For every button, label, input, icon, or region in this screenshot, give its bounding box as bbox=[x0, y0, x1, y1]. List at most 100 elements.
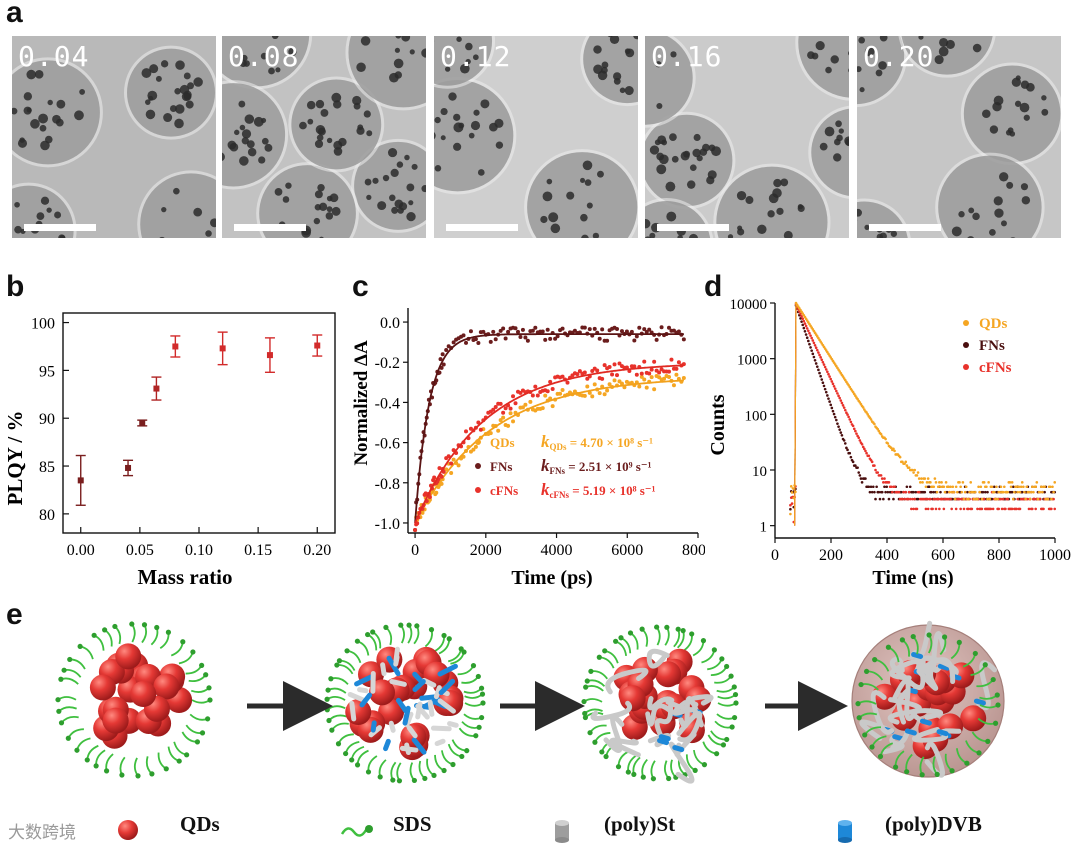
tem-label-3: 0.12 bbox=[440, 40, 512, 73]
svg-text:cFNs: cFNs bbox=[979, 360, 1012, 376]
scale-bar bbox=[869, 224, 941, 231]
svg-text:QDs: QDs bbox=[490, 435, 515, 450]
chart-b-ytick: 85 bbox=[39, 459, 55, 476]
legend-sds-label: SDS bbox=[393, 812, 432, 836]
ta-series-FNs bbox=[413, 325, 686, 532]
chart-c-ylabel: Normalized ΔA bbox=[351, 340, 372, 466]
chart-c-xtick: 6000 bbox=[611, 542, 643, 559]
chart-c-ytick: 0.0 bbox=[380, 315, 400, 332]
plqy-point bbox=[151, 376, 162, 401]
chart-c-xtick: 2000 bbox=[470, 542, 502, 559]
panel-e-letter: e bbox=[6, 598, 23, 631]
chart-d-ytick: 100 bbox=[745, 408, 768, 424]
sds-chain-icon bbox=[340, 825, 373, 837]
scale-bar bbox=[234, 224, 306, 231]
chart-d-ytick: 10 bbox=[752, 464, 767, 480]
chart-d-xtick: 800 bbox=[987, 547, 1011, 564]
chart-c-xtick: 4000 bbox=[541, 542, 573, 559]
scheme-stage-polymerization bbox=[581, 624, 739, 784]
tem-label-5: 0.20 bbox=[863, 40, 935, 73]
trpl-series-QDs bbox=[789, 301, 1057, 526]
chart-d-xtick: 0 bbox=[771, 547, 779, 564]
chart-d-ylabel: Counts bbox=[707, 394, 729, 455]
chart-c-ytick: -1.0 bbox=[375, 516, 400, 533]
ta-legend-cFNs: cFNs kcFNs = 5.19 × 10⁸ s⁻¹ bbox=[475, 480, 656, 500]
tem-image-2: 0.08 bbox=[222, 36, 426, 238]
plqy-point bbox=[137, 419, 148, 427]
chart-b-xtick: 0.00 bbox=[67, 542, 95, 559]
scale-bar bbox=[24, 224, 96, 231]
svg-text:cFNs: cFNs bbox=[490, 483, 518, 498]
plqy-point bbox=[264, 337, 275, 374]
svg-text:QDs: QDs bbox=[979, 316, 1008, 332]
ta-series-cFNs bbox=[413, 357, 686, 532]
svg-text:kcFNs = 5.19 × 10⁸ s⁻¹: kcFNs = 5.19 × 10⁸ s⁻¹ bbox=[541, 480, 656, 500]
scheme-stage-fluorescent-nanosphere bbox=[851, 620, 1005, 778]
scheme-stage-qd-cluster bbox=[55, 621, 213, 779]
synthesis-scheme bbox=[55, 620, 1005, 784]
chart-d-xtick: 400 bbox=[875, 547, 899, 564]
poly-st-cylinder-icon bbox=[555, 820, 569, 843]
chart-c-ytick: -0.2 bbox=[375, 355, 400, 372]
plqy-point bbox=[170, 335, 181, 358]
plqy-point bbox=[75, 454, 86, 506]
panel-b-letter: b bbox=[6, 270, 25, 303]
tem-image-1: 0.04 bbox=[12, 36, 216, 238]
tem-image-4: 0.16 bbox=[645, 36, 849, 238]
plqy-point bbox=[123, 459, 134, 477]
scale-bar bbox=[446, 224, 518, 231]
legend-poly-dvb-label: (poly)DVB bbox=[885, 812, 982, 836]
scheme-stage-monomer-swelling bbox=[324, 622, 486, 784]
plqy-point bbox=[312, 334, 323, 357]
chart-c-xlabel: Time (ps) bbox=[511, 567, 592, 589]
trpl-series-FNs bbox=[789, 304, 1057, 526]
chart-d-xtick: 1000 bbox=[1039, 547, 1071, 564]
qd-sphere-icon bbox=[118, 820, 138, 840]
chart-c-ytick: -0.6 bbox=[375, 436, 400, 453]
poly-dvb-cylinder-icon bbox=[838, 820, 852, 843]
chart-b-ytick: 80 bbox=[39, 507, 55, 524]
chart-b-ytick: 100 bbox=[31, 316, 55, 333]
tem-label-2: 0.08 bbox=[228, 40, 300, 73]
chart-b-xtick: 0.05 bbox=[126, 542, 154, 559]
tem-label-1: 0.04 bbox=[18, 40, 90, 73]
plqy-point bbox=[217, 331, 228, 366]
scale-bar bbox=[657, 224, 729, 231]
svg-text:kFNs = 2.51 × 10⁹ s⁻¹: kFNs = 2.51 × 10⁹ s⁻¹ bbox=[541, 456, 652, 476]
chart-c-ytick: -0.8 bbox=[375, 476, 400, 493]
tem-image-5: 0.20 bbox=[857, 36, 1061, 238]
panel-a-letter: a bbox=[6, 0, 23, 29]
time-resolved-pl-chart: 0 200 400 600 800 1000 1 10 100 1000 10000 QDs FNs c… bbox=[707, 297, 1071, 589]
chart-d-ytick: 1 bbox=[760, 520, 768, 536]
panel-c-letter: c bbox=[352, 270, 369, 303]
chart-c-xtick: 0 bbox=[411, 542, 419, 559]
svg-text:FNs: FNs bbox=[979, 338, 1005, 354]
chart-c-ytick: -0.4 bbox=[375, 395, 400, 412]
tem-label-4: 0.16 bbox=[651, 40, 723, 73]
svg-text:kQDs = 4.70 × 10⁸ s⁻¹: kQDs = 4.70 × 10⁸ s⁻¹ bbox=[541, 432, 653, 452]
trpl-legend-QDs: QDs bbox=[963, 316, 1008, 332]
ta-legend-FNs: FNs kFNs = 2.51 × 10⁹ s⁻¹ bbox=[475, 456, 652, 476]
panel-d-letter: d bbox=[704, 270, 723, 303]
svg-text:FNs: FNs bbox=[490, 459, 512, 474]
chart-b-xtick: 0.20 bbox=[303, 542, 331, 559]
chart-d-ytick: 1000 bbox=[737, 353, 767, 369]
chart-b-ytick: 90 bbox=[39, 411, 55, 428]
chart-b-ylabel: PLQY / % bbox=[3, 411, 27, 506]
legend-poly-st-label: (poly)St bbox=[604, 812, 676, 836]
chart-d-xtick: 600 bbox=[931, 547, 955, 564]
chart-b-xtick: 0.15 bbox=[244, 542, 272, 559]
ta-legend-QDs: QDs kQDs = 4.70 × 10⁸ s⁻¹ bbox=[475, 432, 653, 452]
chart-d-xlabel: Time (ns) bbox=[872, 567, 953, 589]
plqy-chart: 0.00 0.05 0.10 0.15 0.20 80 85 90 95 100 Mass rat… bbox=[3, 312, 336, 589]
chart-d-xtick: 200 bbox=[819, 547, 843, 564]
chart-b-ytick: 95 bbox=[39, 363, 55, 380]
watermark: 大数跨境 bbox=[8, 823, 76, 843]
chart-d-ytick: 10000 bbox=[730, 297, 768, 313]
legend-qds-label: QDs bbox=[180, 812, 220, 836]
trpl-legend-cFNs: cFNs bbox=[963, 360, 1012, 376]
chart-b-xtick: 0.10 bbox=[185, 542, 213, 559]
trpl-legend-FNs: FNs bbox=[963, 338, 1005, 354]
